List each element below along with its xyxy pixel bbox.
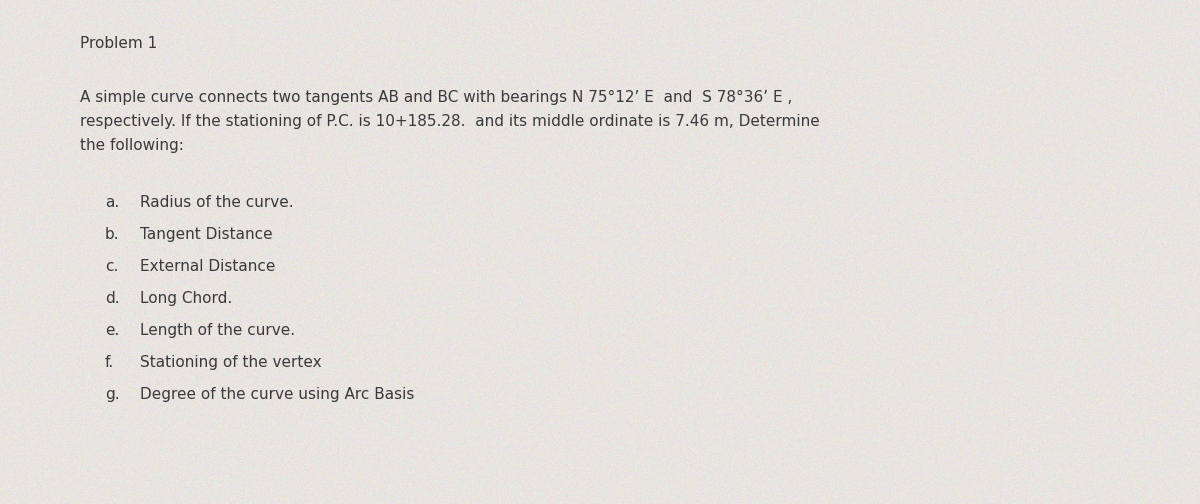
Text: External Distance: External Distance	[140, 259, 275, 274]
Text: A simple curve connects two tangents AB and BC with bearings N 75°12’ E  and  S : A simple curve connects two tangents AB …	[80, 90, 792, 105]
Text: b.: b.	[106, 227, 120, 242]
Text: d.: d.	[106, 291, 120, 306]
Text: respectively. If the stationing of P.C. is 10+185.28.  and its middle ordinate i: respectively. If the stationing of P.C. …	[80, 114, 820, 129]
Text: Problem 1: Problem 1	[80, 36, 157, 51]
Text: f.: f.	[106, 355, 114, 370]
Text: a.: a.	[106, 195, 119, 210]
Text: e.: e.	[106, 323, 119, 338]
Text: the following:: the following:	[80, 138, 184, 153]
Text: Stationing of the vertex: Stationing of the vertex	[140, 355, 322, 370]
Text: Tangent Distance: Tangent Distance	[140, 227, 272, 242]
Text: Degree of the curve using Arc Basis: Degree of the curve using Arc Basis	[140, 387, 414, 402]
Text: Long Chord.: Long Chord.	[140, 291, 233, 306]
Text: Radius of the curve.: Radius of the curve.	[140, 195, 294, 210]
Text: Length of the curve.: Length of the curve.	[140, 323, 295, 338]
Text: g.: g.	[106, 387, 120, 402]
Text: c.: c.	[106, 259, 119, 274]
